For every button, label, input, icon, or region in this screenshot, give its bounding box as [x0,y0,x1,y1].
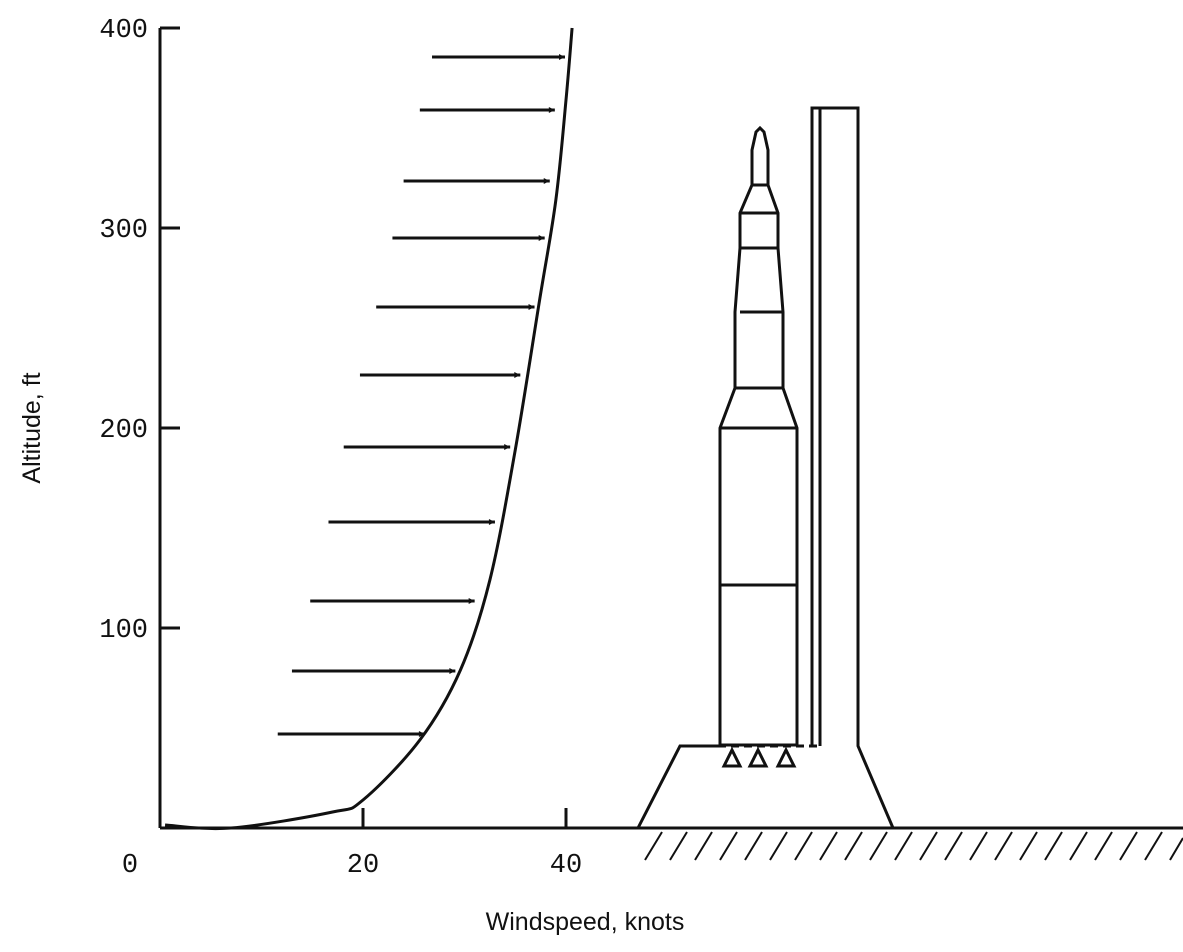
y-tick-label: 100 [99,616,148,646]
y-tick-label: 400 [99,16,148,46]
y-axis-label: Altitude, ft [18,372,46,483]
y-tick-label: 300 [99,216,148,246]
launch-illustration [636,106,1183,861]
x-tick-label: 40 [550,851,582,881]
x-axis-label: Windspeed, knots [486,908,685,936]
wind-profile [164,27,574,831]
x-tick-label: 20 [347,851,379,881]
x-tick-label: 0 [122,851,138,881]
y-tick-label: 200 [99,416,148,446]
